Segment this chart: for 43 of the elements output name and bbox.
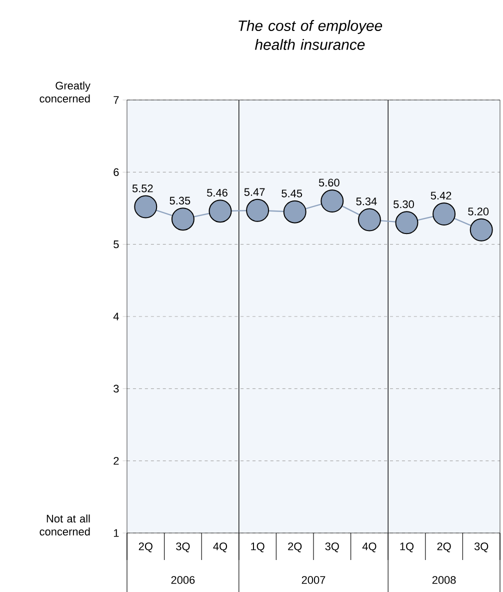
x-tick-label: 4Q bbox=[213, 542, 228, 552]
x-tick-label: 2Q bbox=[437, 542, 451, 552]
data-label: 5.30 bbox=[394, 200, 414, 208]
x-tick-label: 2Q bbox=[138, 542, 152, 552]
data-label: 5.42 bbox=[430, 192, 452, 200]
data-label: 5.34 bbox=[356, 198, 377, 206]
point bbox=[283, 200, 306, 224]
point bbox=[470, 218, 493, 242]
point bbox=[320, 190, 344, 213]
data-label: 5.35 bbox=[170, 196, 190, 205]
point bbox=[171, 208, 194, 231]
x-tick-label: 1Q bbox=[400, 542, 414, 552]
x-tick-label: 2Q bbox=[288, 542, 302, 552]
data-label: 5.60 bbox=[318, 178, 340, 187]
data-label: 5.45 bbox=[282, 190, 302, 198]
y-tick-label: 1 bbox=[114, 529, 119, 537]
x-tick-label: 3Q bbox=[325, 542, 339, 552]
data-label: 5.52 bbox=[132, 184, 153, 192]
y-tick-label: 5 bbox=[114, 240, 119, 248]
chart-title: The cost of employee health insurance bbox=[238, 20, 382, 50]
y-tick-label: 2 bbox=[114, 457, 119, 465]
x-tick-label: 1Q bbox=[251, 542, 264, 552]
y-tick-label: 7 bbox=[114, 96, 119, 104]
point bbox=[208, 200, 232, 223]
text: 2008 bbox=[432, 576, 456, 584]
point bbox=[134, 195, 158, 218]
point bbox=[432, 202, 456, 226]
data-label: 5.46 bbox=[207, 188, 228, 197]
data-label: 5.47 bbox=[244, 188, 265, 196]
text: 2006 bbox=[171, 576, 195, 584]
text: Greatly concerned bbox=[40, 82, 90, 102]
point bbox=[358, 208, 381, 232]
y-tick-label: 3 bbox=[114, 384, 119, 393]
x-tick-label: 3Q bbox=[176, 542, 190, 552]
y-tick-label: 6 bbox=[114, 168, 119, 176]
y-tick-label: 4 bbox=[113, 312, 119, 320]
point bbox=[246, 198, 270, 222]
x-tick-label: 3Q bbox=[474, 542, 488, 552]
text: 2007 bbox=[302, 576, 326, 584]
text: Not at all concerned bbox=[40, 514, 90, 536]
x-tick-label: 4Q bbox=[362, 542, 376, 552]
point bbox=[395, 211, 418, 234]
data-label: 5.20 bbox=[468, 208, 489, 216]
